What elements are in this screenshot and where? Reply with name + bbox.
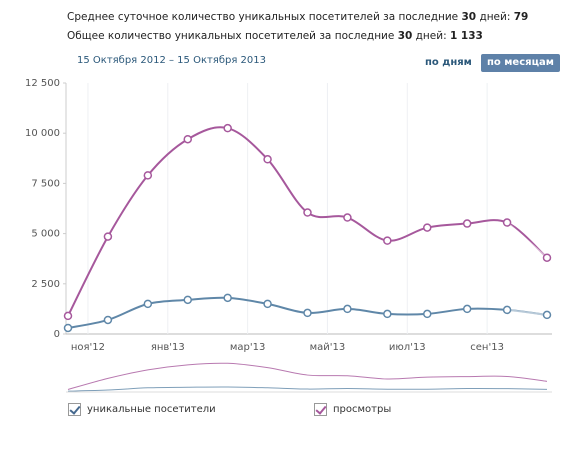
point: [343, 304, 352, 314]
legend-label: уникальные посетители: [87, 404, 216, 415]
stat-days: 30: [461, 11, 477, 23]
y-tick-label: 7 500: [31, 178, 60, 189]
stat-line: Общее количество уникальных посетителей …: [67, 30, 483, 42]
point: [183, 295, 192, 305]
legend-label: просмотры: [333, 404, 392, 415]
point: [303, 208, 312, 217]
point: [63, 311, 73, 321]
stat-days: 30: [397, 30, 413, 42]
stat-value: 1 133: [449, 30, 483, 42]
point: [462, 304, 472, 314]
point: [183, 134, 192, 144]
overview-line: [67, 386, 548, 392]
overview-line: [67, 362, 548, 390]
y-tick-label: 2 500: [31, 279, 60, 290]
point: [423, 309, 432, 319]
point: [263, 155, 272, 164]
date-range[interactable]: 15 Октября 2012 – 15 Октября 2013: [77, 55, 266, 66]
y-tick-label: 5 000: [31, 229, 60, 240]
y-tick-label: 10 000: [25, 128, 60, 139]
x-tick-label: май'13: [310, 342, 346, 353]
legend-item[interactable]: просмотры: [314, 403, 391, 416]
stat-text: Общее количество уникальных посетителей …: [67, 30, 395, 42]
y-tick-label: 0: [54, 329, 60, 340]
point: [103, 232, 113, 241]
stat-value: 79: [513, 11, 529, 23]
point: [223, 123, 232, 133]
y-tick-label: 12 500: [25, 78, 60, 89]
x-tick-label: янв'13: [151, 342, 185, 353]
series-line-partial: [506, 221, 548, 259]
point: [103, 315, 113, 325]
x-tick-label: сен'13: [470, 342, 504, 353]
point: [542, 310, 552, 320]
by-days-button[interactable]: по дням: [425, 57, 472, 68]
point: [143, 171, 153, 180]
checkbox[interactable]: [68, 403, 81, 416]
stat-line: Среднее суточное количество уникальных п…: [67, 11, 528, 23]
series-line-partial: [506, 308, 548, 316]
point: [263, 299, 272, 309]
stat-unit: дней:: [415, 30, 447, 42]
point: [223, 293, 232, 303]
point: [143, 299, 153, 309]
x-tick-label: июл'13: [389, 342, 426, 353]
point: [502, 218, 512, 227]
point: [423, 223, 432, 232]
x-tick-label: ноя'12: [71, 342, 105, 353]
series-line: [67, 126, 548, 317]
point: [343, 213, 352, 222]
point: [383, 309, 392, 319]
point: [63, 323, 73, 333]
checkbox[interactable]: [314, 403, 327, 416]
stat-unit: дней:: [479, 11, 511, 23]
point: [303, 308, 312, 318]
by-months-button[interactable]: по месяцам: [481, 54, 560, 72]
point: [462, 219, 472, 228]
x-tick-label: мар'13: [230, 342, 266, 353]
point: [502, 305, 512, 315]
stat-text: Среднее суточное количество уникальных п…: [67, 11, 459, 23]
point: [542, 253, 552, 262]
point: [383, 236, 392, 245]
legend-item[interactable]: уникальные посетители: [68, 403, 216, 416]
